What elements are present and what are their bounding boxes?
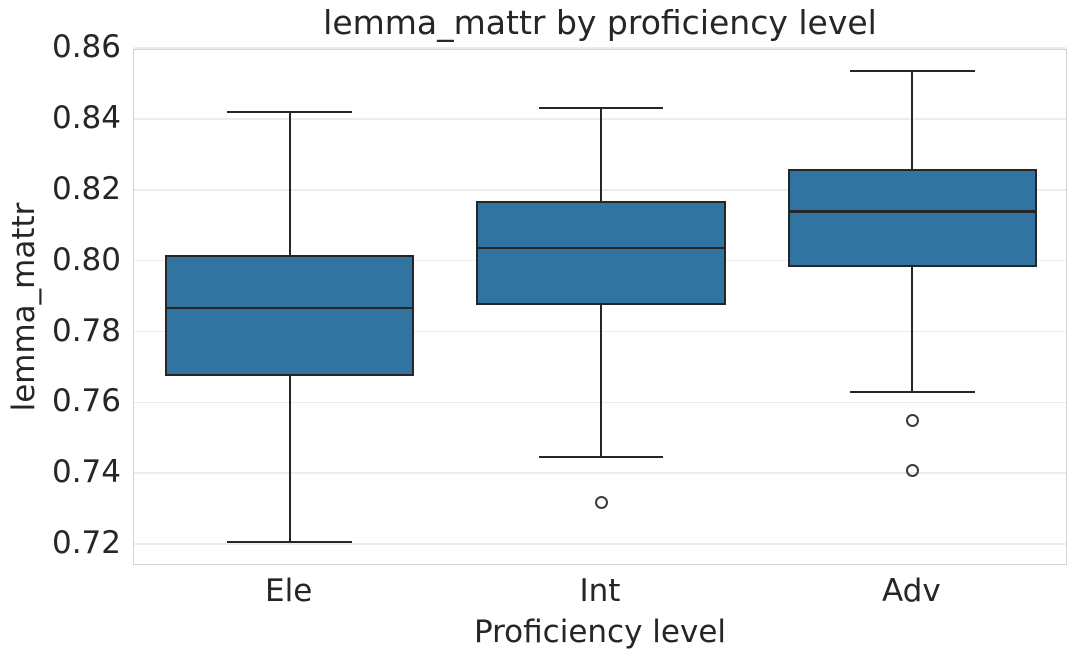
y-tick-label: 0.86 bbox=[51, 29, 121, 66]
x-tick-label: Int bbox=[579, 573, 621, 609]
box-ele bbox=[165, 255, 415, 376]
upper-whisker bbox=[600, 107, 602, 201]
lower-whisker bbox=[288, 375, 291, 543]
x-axis-label: Proficiency level bbox=[473, 614, 727, 650]
box-adv bbox=[787, 169, 1037, 267]
y-tick-label: 0.82 bbox=[51, 170, 121, 207]
x-tick-label: Ele bbox=[265, 573, 313, 609]
lower-whisker-cap bbox=[227, 541, 352, 544]
outlier-point bbox=[905, 463, 919, 477]
median-line bbox=[476, 246, 726, 250]
upper-whisker-cap bbox=[538, 106, 664, 109]
y-tick-label: 0.84 bbox=[51, 100, 121, 137]
y-tick-label: 0.80 bbox=[51, 241, 121, 278]
y-tick-label: 0.72 bbox=[51, 525, 121, 562]
y-tick-label: 0.78 bbox=[51, 312, 121, 349]
lower-whisker-cap bbox=[850, 390, 975, 393]
x-tick-label: Adv bbox=[881, 573, 941, 609]
upper-whisker bbox=[911, 70, 914, 170]
upper-whisker-cap bbox=[227, 110, 352, 113]
upper-whisker bbox=[288, 111, 291, 256]
gridline bbox=[134, 543, 1066, 545]
box-int bbox=[476, 200, 726, 305]
gridline bbox=[134, 47, 1066, 49]
median-line bbox=[787, 210, 1037, 213]
lower-whisker bbox=[911, 266, 914, 392]
y-tick-label: 0.76 bbox=[51, 383, 121, 420]
outlier-point bbox=[594, 496, 608, 510]
y-tick-label: 0.74 bbox=[51, 454, 121, 491]
chart-title: lemma_mattr by proficiency level bbox=[323, 3, 877, 42]
outlier-point bbox=[905, 413, 919, 427]
y-axis-label: lemma_mattr bbox=[6, 202, 42, 412]
plot-area bbox=[133, 47, 1067, 565]
lower-whisker-cap bbox=[538, 455, 664, 458]
median-line bbox=[165, 306, 415, 310]
lower-whisker bbox=[600, 304, 602, 457]
upper-whisker-cap bbox=[850, 69, 975, 72]
gridline bbox=[134, 472, 1066, 474]
